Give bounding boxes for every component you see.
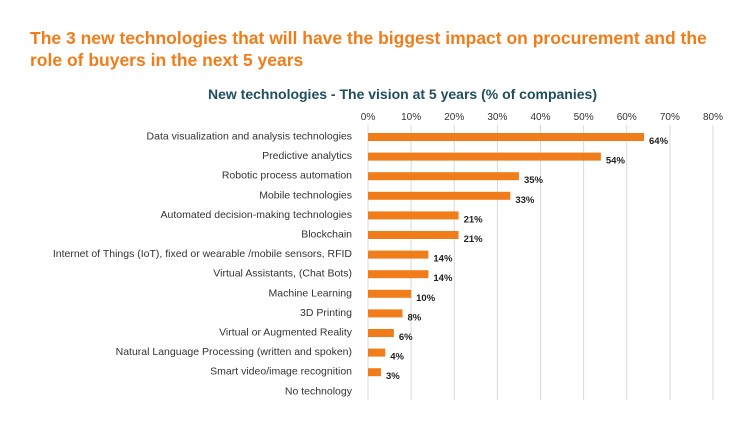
value-label: 14% [433, 254, 453, 265]
value-label: 14% [433, 273, 453, 284]
value-label: 6% [399, 332, 413, 343]
category-label: Automated decision-making technologies [161, 209, 352, 221]
value-label: 35% [524, 175, 544, 186]
category-label: Data visualization and analysis technolo… [147, 131, 352, 143]
x-tick-label: 60% [617, 112, 637, 123]
x-tick-label: 0% [361, 112, 376, 123]
bar [368, 211, 459, 220]
bar [368, 270, 429, 279]
bar [368, 133, 644, 141]
bars [368, 133, 644, 377]
chart-title: New technologies - The vision at 5 years… [208, 86, 597, 102]
value-label: 33% [515, 195, 535, 206]
gridlines [367, 125, 714, 400]
category-label: Internet of Things (IoT), fixed or weara… [53, 248, 353, 260]
bar [368, 289, 412, 298]
x-tick-label: 40% [530, 112, 550, 123]
category-label: Virtual Assistants, (Chat Bots) [213, 268, 352, 280]
bar [368, 348, 386, 357]
category-label: Virtual or Augmented Reality [219, 327, 353, 339]
value-label: 64% [649, 136, 669, 147]
x-tick-label: 50% [574, 112, 594, 123]
x-tick-label: 70% [660, 112, 680, 123]
bar [368, 250, 429, 259]
value-label: 21% [464, 214, 484, 225]
value-label: 3% [386, 371, 400, 382]
x-tick-label: 20% [444, 112, 464, 123]
category-label: Machine Learning [269, 287, 353, 299]
bar [368, 231, 459, 239]
bar [368, 329, 394, 337]
bar [368, 172, 519, 181]
bar [368, 191, 511, 200]
headline: The 3 new technologies that will have th… [30, 28, 707, 70]
category-label: 3D Printing [300, 307, 352, 319]
bar [368, 152, 601, 161]
value-label: 54% [606, 156, 626, 167]
x-tick-label: 30% [487, 112, 507, 123]
category-label: Mobile technologies [259, 189, 352, 201]
value-label: 8% [408, 312, 422, 323]
x-tick-label: 10% [401, 112, 421, 123]
x-tick-labels: 0% 10% 20% 30% 40% 50% 60% 70% 80% [361, 112, 723, 123]
category-label: Smart video/image recognition [210, 366, 352, 378]
category-label: Robotic process automation [222, 170, 352, 182]
x-tick-label: 80% [703, 112, 723, 123]
category-labels: Data visualization and analysis technolo… [53, 131, 353, 398]
value-label: 10% [416, 293, 436, 304]
value-labels: 64% 54% 35% 33% 21% 21% 14% 14% 10% 8% 6% 4% 3% [386, 136, 669, 382]
value-label: 21% [464, 234, 484, 245]
bar [368, 309, 403, 318]
category-label: Natural Language Processing (written and… [116, 346, 352, 358]
category-label: Blockchain [301, 229, 352, 241]
bar [368, 368, 381, 377]
category-label: No technology [285, 385, 353, 397]
category-label: Predictive analytics [262, 150, 352, 162]
value-label: 4% [390, 352, 404, 363]
